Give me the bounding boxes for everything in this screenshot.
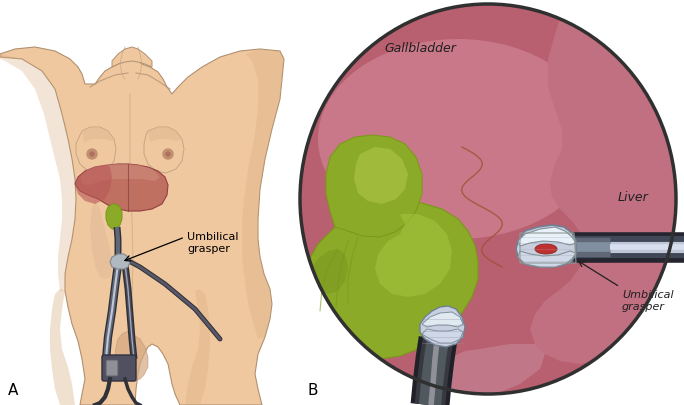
- Polygon shape: [115, 331, 148, 381]
- Polygon shape: [422, 329, 463, 343]
- Polygon shape: [50, 289, 75, 405]
- Polygon shape: [75, 166, 112, 205]
- Polygon shape: [0, 55, 76, 291]
- Polygon shape: [80, 164, 160, 185]
- FancyBboxPatch shape: [102, 355, 136, 381]
- Polygon shape: [82, 128, 114, 143]
- Polygon shape: [106, 205, 122, 230]
- Polygon shape: [242, 50, 284, 339]
- Ellipse shape: [535, 244, 557, 254]
- Text: Liver: Liver: [618, 191, 648, 204]
- Polygon shape: [516, 226, 576, 267]
- Polygon shape: [518, 228, 576, 246]
- Circle shape: [87, 149, 97, 160]
- Circle shape: [300, 12, 676, 387]
- Polygon shape: [438, 344, 545, 397]
- Polygon shape: [0, 48, 284, 405]
- Polygon shape: [420, 306, 465, 347]
- Text: B: B: [308, 382, 319, 397]
- Text: Umbilical
grasper: Umbilical grasper: [187, 231, 239, 253]
- Text: Gallbladder: Gallbladder: [384, 42, 456, 55]
- Polygon shape: [530, 20, 684, 364]
- Polygon shape: [326, 136, 422, 237]
- Polygon shape: [112, 48, 152, 68]
- Polygon shape: [110, 254, 130, 269]
- Polygon shape: [422, 312, 463, 327]
- Polygon shape: [148, 128, 182, 143]
- Ellipse shape: [318, 40, 598, 239]
- Ellipse shape: [300, 5, 676, 394]
- Polygon shape: [518, 252, 576, 267]
- Polygon shape: [295, 202, 478, 379]
- Text: Umbilical
grasper: Umbilical grasper: [622, 289, 674, 311]
- Polygon shape: [354, 148, 408, 205]
- Circle shape: [166, 153, 170, 157]
- Polygon shape: [144, 128, 184, 174]
- Polygon shape: [75, 164, 168, 211]
- Polygon shape: [308, 249, 348, 294]
- Polygon shape: [185, 289, 210, 405]
- Text: A: A: [8, 382, 18, 397]
- Circle shape: [90, 153, 94, 157]
- Polygon shape: [90, 200, 112, 279]
- Polygon shape: [76, 128, 116, 174]
- FancyBboxPatch shape: [106, 360, 118, 376]
- Polygon shape: [308, 307, 380, 357]
- Polygon shape: [375, 215, 452, 297]
- Circle shape: [163, 149, 173, 160]
